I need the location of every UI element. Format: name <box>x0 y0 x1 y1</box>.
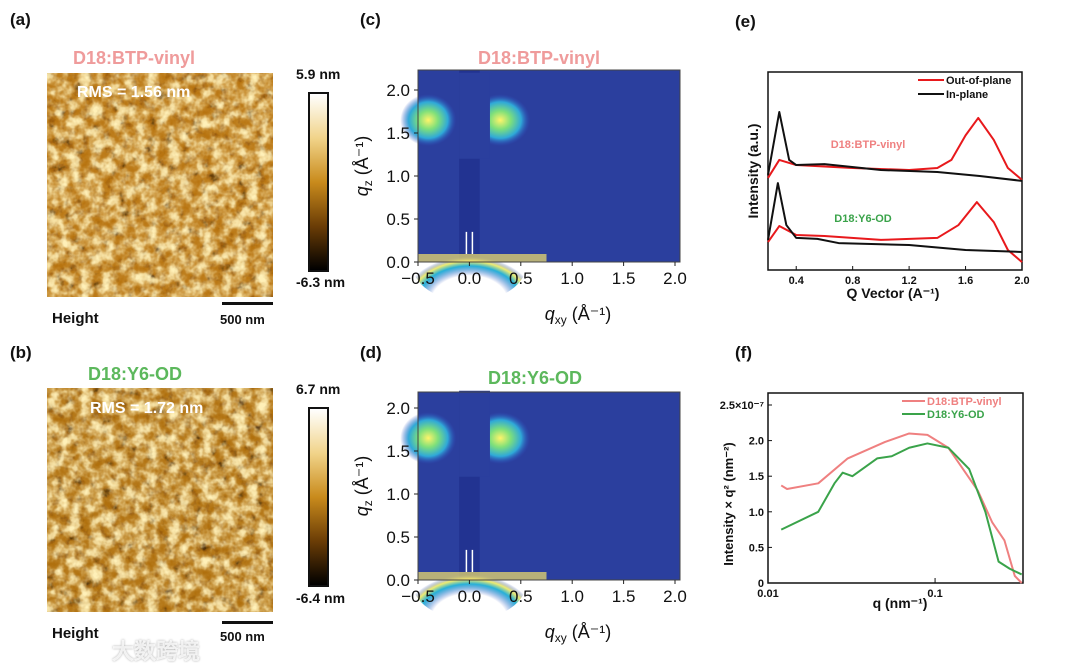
x-tick-label-c: 0.0 <box>458 269 482 288</box>
y-axis-label-f: Intensity × q² (nm⁻²) <box>721 442 736 566</box>
series-line-f-0 <box>780 432 1023 584</box>
y-axis-label-e: Intensity (a.u.) <box>745 124 761 219</box>
giwaxs-mask-d <box>459 390 490 477</box>
panel-c-title: D18:BTP-vinyl <box>478 48 601 68</box>
y-tick-label-f: 1.0 <box>749 507 764 519</box>
colorbar-max-a: 5.9 nm <box>296 66 341 82</box>
x-tick-label-c: 1.0 <box>560 269 584 288</box>
scale-label-a: 500 nm <box>220 312 265 327</box>
y-tick-label-c: 0.5 <box>386 210 410 229</box>
x-tick-label-e: 0.8 <box>845 275 860 287</box>
x-tick-label-d: 0.0 <box>458 587 482 606</box>
x-tick-label-e: 2.0 <box>1014 275 1029 287</box>
y-tick-label-d: 0.5 <box>386 528 410 547</box>
x-tick-label-e: 0.4 <box>789 275 805 287</box>
colorbar-min-a: -6.3 nm <box>296 274 346 290</box>
giwaxs-beamstop-c <box>465 231 474 254</box>
series-line-f-1 <box>780 442 1023 576</box>
x-tick-label-f: 0.1 <box>927 588 942 600</box>
y-tick-label-f: 2.0 <box>749 436 764 448</box>
y-tick-label-c: 1.5 <box>386 124 410 143</box>
annotation-btp-e: D18:BTP-vinyl <box>831 139 906 151</box>
giwaxs-frame-d <box>417 391 681 581</box>
watermark: 大数跨境 <box>112 639 201 663</box>
colorbar-b <box>308 407 329 587</box>
colorbar-max-b: 6.7 nm <box>296 381 341 397</box>
legend-label-f: D18:BTP-vinyl <box>927 396 1002 408</box>
giwaxs-horizon-c <box>418 254 547 262</box>
x-axis-label-f: q (nm⁻¹) <box>873 595 928 611</box>
x-tick-label-d: 0.5 <box>509 587 533 606</box>
panel-label-d: (d) <box>360 343 382 362</box>
panel-label-e: (e) <box>735 12 756 31</box>
y-tick-label-d: 1.0 <box>386 485 410 504</box>
scale-bar-b <box>222 621 273 624</box>
panel-d-title: D18:Y6-OD <box>488 368 583 388</box>
scale-label-b: 500 nm <box>220 629 265 644</box>
panel-label-c: (c) <box>360 10 381 29</box>
giwaxs-frame-c <box>417 69 681 263</box>
y-tick-label-c: 2.0 <box>386 81 410 100</box>
y-tick-label-d: 2.0 <box>386 399 410 418</box>
series-line-e-3 <box>767 182 1023 253</box>
x-tick-label-c: 0.5 <box>509 269 533 288</box>
x-tick-label-e: 1.6 <box>958 275 973 287</box>
x-tick-label-e: 1.2 <box>901 275 916 287</box>
colorbar-a <box>308 92 329 272</box>
y-axis-label-d: qz (Å⁻¹) <box>352 456 375 517</box>
x-tick-label-c: −0.5 <box>401 269 435 288</box>
giwaxs-mask-c <box>459 72 490 159</box>
legend-label-f: D18:Y6-OD <box>927 409 985 421</box>
afm-height-image-a <box>47 73 273 297</box>
x-axis-label-c: qxy (Å⁻¹) <box>545 304 612 327</box>
channel-label-b: Height <box>52 625 99 642</box>
y-tick-label-f: 1.5 <box>749 471 764 483</box>
afm-height-image-b <box>47 388 273 612</box>
y-tick-label-f: 2.5×10⁻⁷ <box>720 400 765 412</box>
annotation-y6-e: D18:Y6-OD <box>834 213 892 225</box>
x-axis-label-e: Q Vector (A⁻¹) <box>847 285 940 301</box>
x-tick-label-d: 1.0 <box>560 587 584 606</box>
legend-label-e: In-plane <box>946 89 988 101</box>
y-tick-label-d: 1.5 <box>386 442 410 461</box>
panel-label-b: (b) <box>10 343 32 362</box>
x-axis-label-d: qxy (Å⁻¹) <box>545 622 612 645</box>
y-tick-label-f: 0 <box>758 578 764 590</box>
y-tick-label-d: 0.0 <box>386 571 410 590</box>
x-tick-label-d: 1.5 <box>612 587 636 606</box>
colorbar-min-b: -6.4 nm <box>296 590 346 606</box>
panel-label-a: (a) <box>10 10 31 29</box>
y-tick-label-c: 0.0 <box>386 253 410 272</box>
x-tick-label-c: 2.0 <box>663 269 687 288</box>
x-tick-label-c: 1.5 <box>612 269 636 288</box>
giwaxs-horizon-d <box>418 572 547 580</box>
x-tick-label-d: 2.0 <box>663 587 687 606</box>
channel-label-a: Height <box>52 310 99 327</box>
plot-frame-f <box>767 392 1024 584</box>
scale-bar-a <box>222 302 273 305</box>
rms-value-a: RMS = 1.56 nm <box>77 84 191 101</box>
series-line-e-2 <box>767 201 1023 263</box>
panel-a-title: D18:BTP-vinyl <box>73 48 196 68</box>
x-tick-label-f: 0.01 <box>757 588 778 600</box>
x-tick-label-d: −0.5 <box>401 587 435 606</box>
rms-value-b: RMS = 1.72 nm <box>90 400 204 417</box>
panel-b-title: D18:Y6-OD <box>88 364 183 384</box>
y-tick-label-f: 0.5 <box>749 542 764 554</box>
y-axis-label-c: qz (Å⁻¹) <box>352 136 375 197</box>
y-tick-label-c: 1.0 <box>386 167 410 186</box>
giwaxs-beamstop-d <box>465 549 474 572</box>
legend-label-e: Out-of-plane <box>946 75 1011 87</box>
series-line-e-1 <box>767 110 1023 182</box>
panel-label-f: (f) <box>735 343 752 362</box>
